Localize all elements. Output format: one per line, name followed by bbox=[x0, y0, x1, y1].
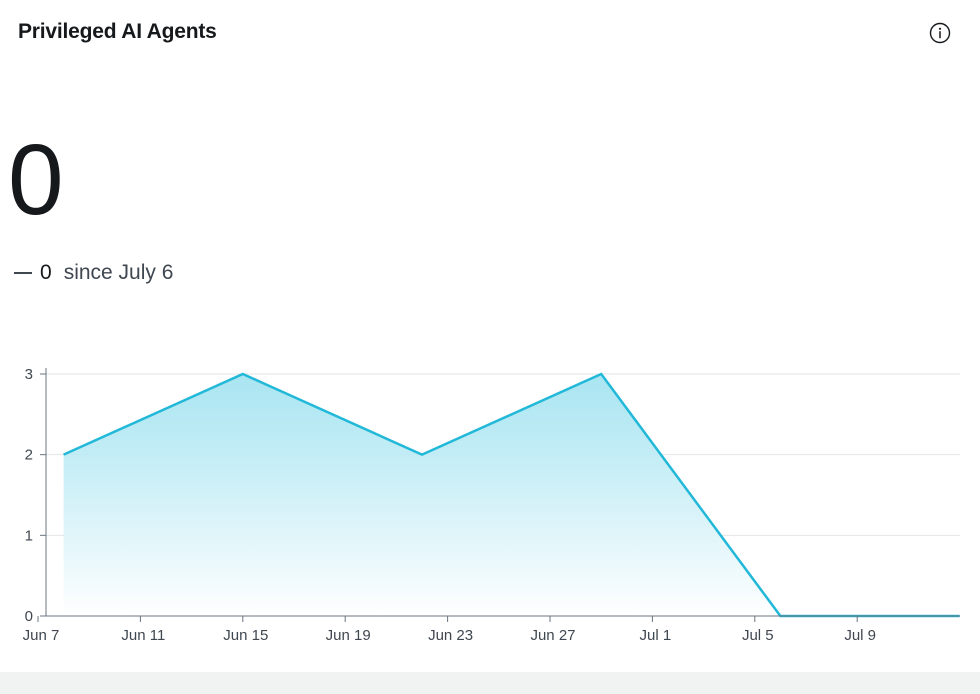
series-area bbox=[63, 374, 960, 616]
x-tick-label: Jun 11 bbox=[121, 627, 165, 644]
dash-icon bbox=[14, 272, 32, 274]
x-tick-label: Jun 23 bbox=[428, 627, 473, 644]
delta-label: since July 6 bbox=[63, 261, 174, 284]
x-tick-label: Jun 27 bbox=[530, 627, 575, 644]
card-title: Privileged AI Agents bbox=[18, 20, 217, 43]
x-tick-label: Jul 5 bbox=[742, 627, 774, 644]
metric-delta: 0 since July 6 bbox=[14, 261, 173, 285]
privileged-ai-agents-card: Privileged AI Agents 0 0 since July 6 0 1… bbox=[0, 0, 980, 672]
y-tick-label: 2 bbox=[25, 447, 33, 464]
x-tick-label: Jun 19 bbox=[326, 627, 371, 644]
y-tick-label: 3 bbox=[25, 366, 33, 383]
x-tick-label: Jun 15 bbox=[223, 627, 268, 644]
y-tick-label: 0 bbox=[25, 608, 33, 625]
x-tick-label: Jul 1 bbox=[640, 627, 672, 644]
info-circle-icon[interactable] bbox=[929, 22, 951, 44]
footer-bar bbox=[0, 672, 980, 694]
delta-value: 0 bbox=[40, 261, 52, 284]
metric-value: 0 bbox=[8, 124, 64, 236]
trend-chart: 0 1 2 3 Jun 7 Jun 11 Jun 15 Jun 19 Jun 23 Jun 27 J… bbox=[23, 366, 960, 644]
y-tick-label: 1 bbox=[25, 527, 33, 544]
x-tick-label: Jul 9 bbox=[844, 627, 876, 644]
x-tick-label: Jun 7 bbox=[23, 627, 60, 644]
